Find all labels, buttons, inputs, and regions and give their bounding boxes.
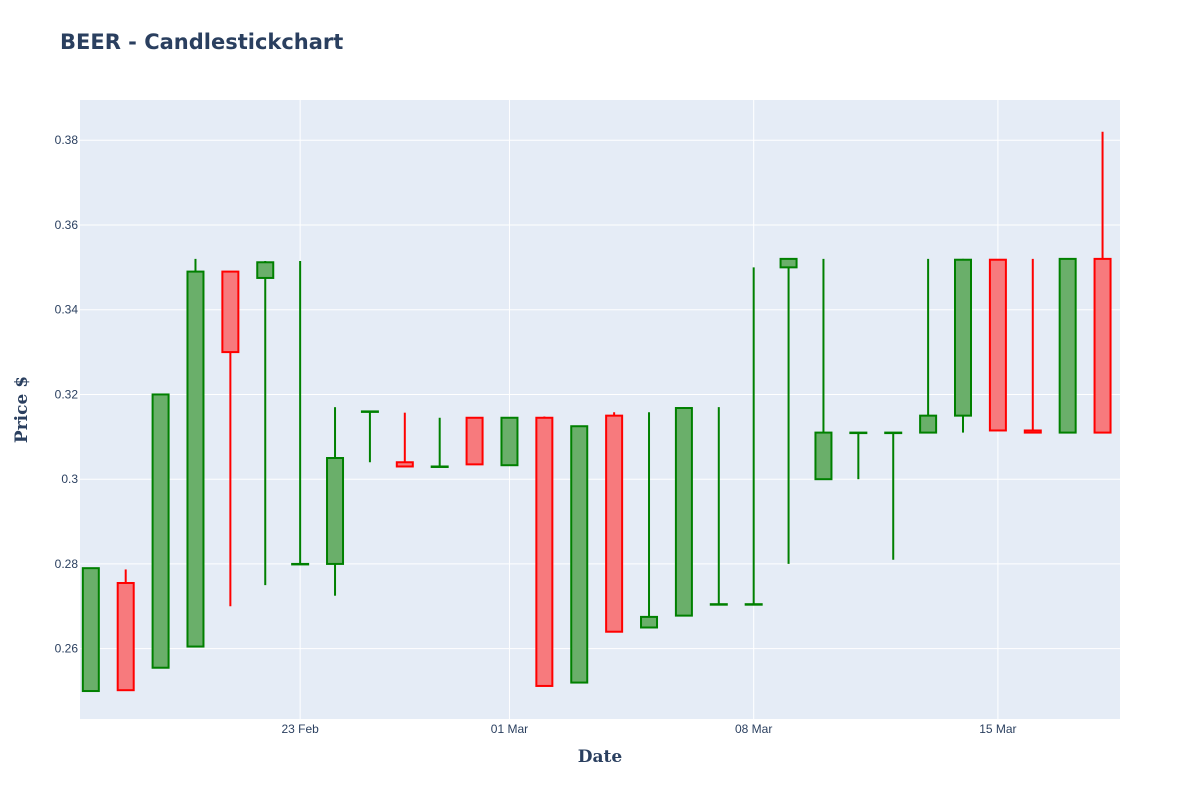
candle-body	[744, 603, 763, 606]
chart-title: BEER - Candlestickchart	[60, 30, 344, 54]
y-tick-label: 0.38	[55, 133, 79, 147]
y-axis-title: Price $	[12, 376, 32, 443]
candle-body	[151, 393, 170, 669]
candle	[814, 258, 833, 481]
candle	[326, 407, 345, 596]
candle-body	[326, 457, 345, 565]
candle	[570, 425, 589, 684]
candle	[465, 416, 484, 466]
candle-body	[81, 567, 100, 693]
candle	[849, 431, 868, 480]
plot-area	[80, 100, 1120, 719]
candle-body	[1093, 257, 1112, 434]
candle-body	[256, 261, 275, 279]
candle-body	[570, 425, 589, 684]
candle	[988, 258, 1007, 432]
x-tick-label: 23 Feb	[281, 722, 319, 736]
candles-layer	[81, 131, 1112, 693]
candle	[674, 407, 693, 617]
candle	[81, 567, 100, 693]
candle	[186, 258, 205, 648]
x-tick-label: 08 Mar	[735, 722, 772, 736]
candle-body	[919, 414, 938, 434]
candle-body	[186, 270, 205, 648]
candle-body	[640, 615, 659, 629]
x-tick-label: 15 Mar	[979, 722, 1016, 736]
candle	[779, 257, 798, 564]
candle-body	[1058, 257, 1077, 434]
candle	[709, 407, 728, 606]
x-tick-label: 01 Mar	[491, 722, 528, 736]
candle	[291, 260, 310, 566]
candle	[535, 416, 554, 687]
candle	[221, 270, 240, 607]
candle-body	[954, 258, 973, 417]
candle	[919, 258, 938, 434]
candle-body	[779, 257, 798, 269]
candle	[256, 260, 275, 586]
candle-body	[1023, 429, 1042, 434]
candle	[605, 412, 624, 633]
candle	[884, 431, 903, 560]
candle	[395, 412, 414, 468]
candle-body	[221, 270, 240, 354]
candle	[360, 410, 379, 463]
candle	[640, 412, 659, 629]
candle-body	[605, 414, 624, 633]
candle-body	[430, 465, 449, 468]
candle-body	[709, 603, 728, 606]
candle-body	[360, 410, 379, 413]
candle	[744, 267, 763, 606]
tick-labels: 0.26 0.28 0.3 0.32 0.34 0.36 0.38 23 Feb 01 Mar 0…	[55, 133, 1017, 736]
candle-body	[395, 461, 414, 468]
candle	[500, 416, 519, 467]
candle	[430, 417, 449, 468]
candle-body	[535, 416, 554, 687]
candle	[1058, 257, 1077, 434]
candle-body	[465, 416, 484, 466]
candle	[151, 393, 170, 669]
candle-body	[884, 431, 903, 435]
candle	[1093, 131, 1112, 434]
candle-body	[849, 431, 868, 435]
candle-body	[291, 562, 310, 566]
candle-body	[116, 581, 135, 692]
candle	[1023, 258, 1042, 434]
y-tick-label: 0.26	[55, 642, 79, 656]
y-tick-label: 0.3	[61, 472, 78, 486]
x-axis-title: Date	[578, 747, 623, 767]
candle-body	[814, 431, 833, 481]
candle-body	[500, 416, 519, 467]
candle	[954, 258, 973, 433]
y-tick-label: 0.34	[55, 303, 79, 317]
candle-body	[674, 407, 693, 617]
y-tick-label: 0.28	[55, 557, 79, 571]
y-tick-label: 0.36	[55, 218, 79, 232]
candle	[116, 569, 135, 692]
candle-body	[988, 258, 1007, 432]
y-tick-label: 0.32	[55, 387, 79, 401]
